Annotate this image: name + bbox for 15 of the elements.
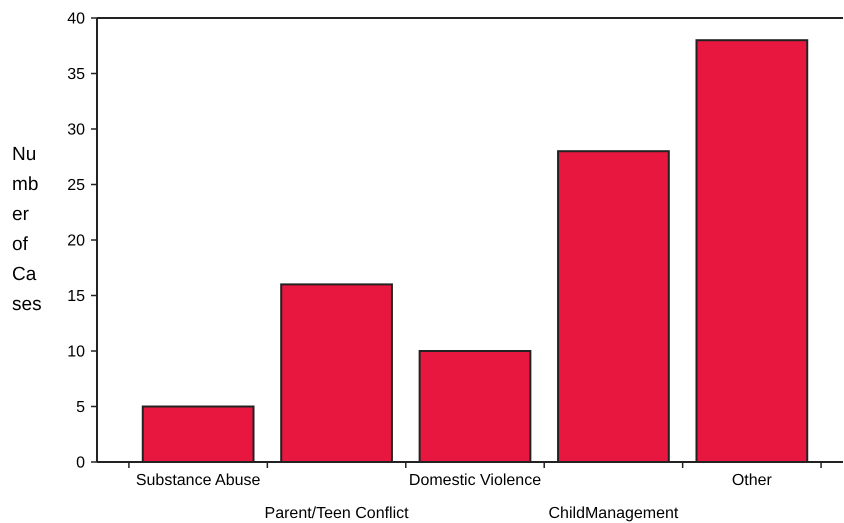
y-tick-label: 40 <box>67 10 86 28</box>
y-tick-label: 15 <box>67 288 86 306</box>
x-tick-label: Domestic Violence <box>408 472 542 489</box>
y-tick-label: 30 <box>67 122 86 139</box>
x-tick-label: Other <box>732 472 773 489</box>
y-tick-label: 0 <box>76 454 86 472</box>
y-axis-title: Number of Cases <box>12 144 42 315</box>
y-tick-label: 20 <box>67 232 86 250</box>
x-tick-label: ChildManagement <box>548 505 679 522</box>
x-tick-label: Substance Abuse <box>136 472 261 489</box>
y-tick-label: 35 <box>67 66 86 84</box>
y-tick-label: 5 <box>76 399 86 416</box>
y-tick-label: 10 <box>67 344 86 361</box>
x-tick-label: Parent/Teen Conflict <box>264 505 410 522</box>
y-tick-label: 25 <box>67 177 86 194</box>
